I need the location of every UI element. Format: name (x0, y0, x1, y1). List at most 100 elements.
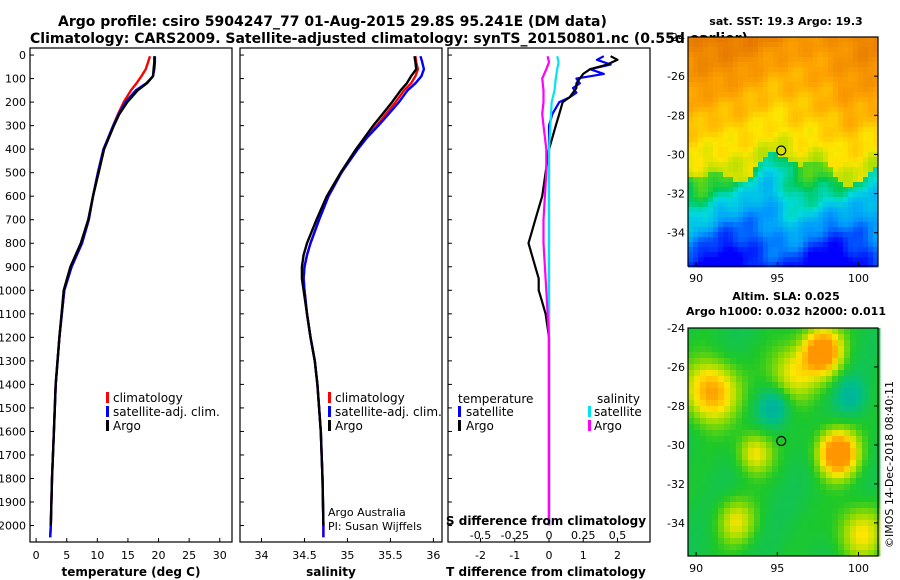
map-cell (688, 242, 694, 248)
map-cell (706, 412, 713, 419)
map-cell (698, 52, 704, 58)
map-cell (748, 257, 754, 263)
map-cell (700, 526, 707, 533)
map-cell (700, 352, 707, 359)
map-cell (790, 370, 797, 377)
map-cell (828, 242, 834, 248)
map-cell (703, 67, 709, 73)
legend-argo-swatch (328, 420, 331, 431)
map-cell (753, 197, 759, 203)
map-cell (823, 162, 829, 168)
map-cell (798, 77, 804, 83)
map-cell (712, 412, 719, 419)
map-cell (730, 406, 737, 413)
map-cell (693, 167, 699, 173)
map-cell (788, 152, 794, 158)
map-cell (863, 52, 869, 58)
map-cell (873, 167, 879, 173)
map-cell (844, 484, 851, 491)
map-cell (763, 52, 769, 58)
map-cell (778, 358, 785, 365)
map-cell (784, 490, 791, 497)
map-cell (748, 207, 754, 213)
map-cell (793, 107, 799, 113)
map-cell (736, 508, 743, 515)
lat-tick-label: -26 (667, 70, 685, 83)
map-cell (856, 340, 863, 347)
map-cell (858, 222, 864, 228)
legend-argo-label: Argo (113, 419, 141, 433)
map-cell (763, 77, 769, 83)
map-cell (736, 412, 743, 419)
map-cell (748, 92, 754, 98)
map-cell (688, 182, 694, 188)
map-cell (724, 484, 731, 491)
map-cell (856, 502, 863, 509)
map-cell (856, 478, 863, 485)
map-cell (736, 418, 743, 425)
map-cell (758, 257, 764, 263)
map-cell (760, 514, 767, 521)
map-cell (778, 192, 784, 198)
map-cell (814, 520, 821, 527)
map-cell (736, 538, 743, 545)
map-cell (793, 122, 799, 128)
map-cell (763, 142, 769, 148)
map-cell (688, 262, 694, 268)
map-cell (743, 102, 749, 108)
map-cell (718, 538, 725, 545)
map-cell (784, 454, 791, 461)
map-cell (708, 182, 714, 188)
map-cell (736, 376, 743, 383)
map-cell (703, 167, 709, 173)
map-cell (736, 472, 743, 479)
map-cell (858, 47, 864, 53)
map-cell (693, 97, 699, 103)
map-cell (760, 466, 767, 473)
map-cell (768, 42, 774, 48)
map-cell (820, 394, 827, 401)
map-cell (813, 52, 819, 58)
map-cell (823, 77, 829, 83)
map-cell (844, 496, 851, 503)
map-cell (724, 538, 731, 545)
map-cell (838, 436, 845, 443)
map-cell (808, 157, 814, 163)
map-cell (790, 484, 797, 491)
map-cell (706, 418, 713, 425)
s-difference-axis-label: S difference from climatology (446, 514, 646, 528)
map-cell (796, 454, 803, 461)
map-cell (758, 127, 764, 133)
map-cell (798, 107, 804, 113)
map-cell (753, 92, 759, 98)
map-cell (688, 448, 695, 455)
map-cell (778, 532, 785, 539)
difference-plot: -2 -1 0 1 2-0.5 -0.25 0 0.25 0.5 (448, 54, 626, 562)
map-cell (742, 394, 749, 401)
map-cell (718, 544, 725, 551)
map-cell (802, 400, 809, 407)
map-cell (868, 142, 874, 148)
map-cell (818, 117, 824, 123)
map-cell (753, 47, 759, 53)
map-cell (713, 142, 719, 148)
map-cell (700, 430, 707, 437)
map-cell (862, 478, 869, 485)
map-cell (688, 472, 695, 479)
map-cell (728, 192, 734, 198)
map-cell (728, 212, 734, 218)
map-cell (843, 257, 849, 263)
map-cell (783, 157, 789, 163)
map-cell (873, 67, 879, 73)
map-cell (730, 526, 737, 533)
map-cell (723, 112, 729, 118)
map-cell (700, 454, 707, 461)
map-cell (698, 67, 704, 73)
map-cell (814, 466, 821, 473)
map-cell (706, 382, 713, 389)
map-cell (798, 97, 804, 103)
map-cell (688, 37, 694, 43)
map-cell (808, 217, 814, 223)
map-cell (768, 232, 774, 238)
map-cell (868, 520, 875, 527)
